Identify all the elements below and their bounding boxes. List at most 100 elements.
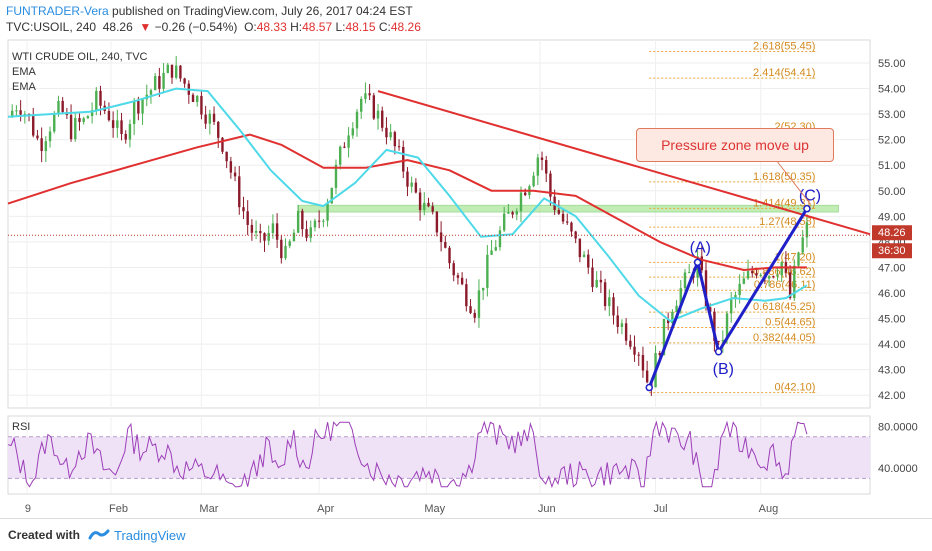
rsi-title: RSI: [12, 421, 30, 433]
candle-body: [797, 252, 800, 266]
candle-body: [174, 65, 178, 78]
tradingview-link[interactable]: TradingView: [114, 527, 186, 543]
candle-body: [259, 231, 262, 234]
candle-body: [486, 254, 489, 288]
candle-body: [141, 99, 144, 114]
candle-body: [364, 93, 367, 99]
candle-body: [32, 115, 35, 136]
rsi-tick-label: 80.0000: [878, 421, 918, 433]
candle-body: [406, 171, 409, 187]
legend-ema-1[interactable]: EMA: [12, 66, 36, 78]
candle-body: [183, 78, 186, 84]
publish-text: published on TradingView.com, July 26, 2…: [108, 4, 413, 18]
fib-label: 0(42.10): [774, 382, 815, 394]
candle-body: [221, 137, 224, 152]
time-tick-label: Aug: [759, 503, 779, 515]
candle-body: [671, 311, 674, 324]
candle-body: [477, 290, 481, 318]
price-tick-label: 46.00: [878, 288, 906, 300]
candle-body: [238, 176, 241, 208]
candle-body: [275, 223, 279, 240]
price-tick-label: 51.00: [878, 160, 906, 172]
candle-body: [74, 118, 77, 140]
candle-body: [196, 95, 199, 103]
rsi-band: [8, 436, 870, 479]
fib-levels: 2.618(55.45)2.414(54.41)2(52.30)1.618(50…: [649, 41, 818, 394]
price-tick-label: 55.00: [878, 58, 906, 70]
price-tick-label: 50.00: [878, 186, 906, 198]
price-tick-label: 45.00: [878, 314, 906, 326]
fib-label: 0.382(44.05): [753, 332, 815, 344]
candle-body: [578, 238, 582, 258]
candle-body: [402, 146, 405, 172]
candle-body: [423, 202, 426, 211]
fib-label: 2.414(54.41): [753, 67, 815, 79]
candle-body: [128, 124, 132, 140]
candle-body: [780, 262, 783, 276]
candle-body: [612, 297, 615, 316]
pressure-zone-callout[interactable]: Pressure zone move up: [636, 128, 834, 162]
candle-body: [170, 64, 174, 78]
candle-body: [465, 284, 468, 307]
candle-body: [519, 192, 523, 212]
author-link[interactable]: FUNTRADER-Vera: [6, 4, 109, 18]
candle-body: [801, 237, 804, 253]
candle-body: [229, 161, 233, 173]
candle-body: [742, 278, 746, 284]
time-tick-label: Jun: [538, 503, 556, 515]
last-price: 48.26: [102, 20, 133, 34]
legend-ema-2[interactable]: EMA: [12, 81, 36, 93]
candle-body: [641, 355, 645, 371]
harmonic-pattern: (A) (B) (C): [645, 159, 821, 392]
candle-body: [36, 135, 39, 139]
candle-body: [124, 133, 127, 140]
candle-body: [570, 222, 573, 232]
candle-body: [608, 297, 611, 307]
ema-slow-line: [7, 133, 807, 271]
candle-body: [645, 370, 649, 383]
candle-body: [326, 203, 329, 221]
candle-body: [82, 118, 85, 122]
candle-body: [254, 231, 258, 233]
candle-body: [805, 222, 809, 238]
candle-body: [246, 211, 249, 225]
candle-body: [200, 95, 203, 115]
candle-body: [393, 132, 397, 147]
candle-body: [288, 241, 291, 246]
candle-body: [15, 110, 18, 112]
candle-body: [372, 95, 376, 119]
candle-body: [111, 120, 115, 128]
candle-body: [460, 277, 464, 285]
candles: [11, 55, 809, 396]
candle-body: [545, 160, 548, 174]
rsi-tick-label: 40.0000: [878, 463, 918, 475]
candle-body: [566, 221, 569, 223]
candle-body: [48, 131, 52, 142]
candle-body: [296, 210, 300, 233]
candle-body: [53, 114, 56, 132]
candle-body: [217, 121, 220, 138]
candle-body: [511, 212, 514, 215]
candle-body: [637, 354, 640, 356]
fib-label: 0.5(44.65): [765, 317, 815, 329]
candle-body: [410, 182, 413, 187]
candle-body: [469, 306, 472, 313]
candle-body: [418, 192, 422, 211]
candle-body: [166, 64, 169, 73]
candle-body: [355, 111, 359, 129]
candle-body: [481, 287, 485, 291]
callout-pointer: [775, 159, 812, 205]
candle-body: [153, 76, 157, 91]
candle-body: [90, 110, 94, 117]
candle-body: [292, 232, 296, 242]
time-tick-label: Apr: [317, 503, 334, 515]
candle-body: [343, 146, 346, 148]
price-tick-label: 47.00: [878, 262, 906, 274]
candle-body: [700, 256, 704, 271]
candle-body: [120, 120, 123, 134]
fib-label: 1.414(49.31): [753, 197, 815, 209]
candle-body: [317, 220, 321, 222]
candle-body: [233, 172, 237, 177]
tradingview-logo-icon: [88, 529, 110, 540]
